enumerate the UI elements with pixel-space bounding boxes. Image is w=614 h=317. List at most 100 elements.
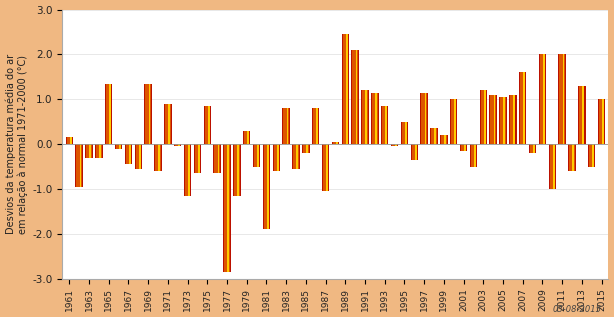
Bar (411, 144, 418, 160)
Bar (424, 93, 426, 144)
Bar (146, 84, 151, 144)
Bar (381, 106, 389, 144)
Bar (588, 144, 596, 166)
Bar (129, 144, 131, 164)
Bar (523, 72, 525, 144)
Bar (578, 86, 586, 144)
Bar (351, 50, 359, 144)
Bar (569, 144, 576, 171)
Bar (168, 104, 170, 144)
Bar (105, 84, 112, 144)
Bar (254, 144, 259, 166)
Bar (227, 144, 229, 272)
Bar (136, 144, 141, 169)
Bar (510, 95, 516, 144)
Bar (499, 97, 507, 144)
Bar (292, 144, 300, 169)
Bar (589, 144, 594, 166)
Bar (441, 135, 446, 144)
Bar (158, 144, 160, 171)
Bar (263, 144, 270, 230)
Bar (343, 34, 348, 144)
Bar (77, 144, 82, 187)
Bar (188, 144, 190, 196)
Bar (598, 99, 605, 144)
Bar (500, 97, 506, 144)
Bar (440, 135, 448, 144)
Bar (333, 142, 338, 144)
Bar (326, 144, 328, 191)
Bar (411, 144, 417, 160)
Bar (346, 34, 348, 144)
Bar (553, 144, 554, 189)
Bar (99, 144, 101, 158)
Bar (66, 137, 73, 144)
Bar (445, 135, 446, 144)
Bar (116, 144, 121, 149)
Bar (174, 144, 181, 146)
Bar (178, 144, 180, 146)
Bar (90, 144, 91, 158)
Bar (582, 86, 584, 144)
Bar (414, 144, 416, 160)
Bar (297, 144, 298, 169)
Bar (284, 108, 289, 144)
Bar (323, 144, 328, 191)
Bar (489, 95, 497, 144)
Bar (421, 93, 427, 144)
Bar (224, 144, 230, 272)
Bar (257, 144, 259, 166)
Bar (491, 95, 495, 144)
Bar (312, 108, 319, 144)
Bar (70, 137, 72, 144)
Bar (76, 144, 83, 187)
Bar (194, 144, 201, 173)
Bar (175, 144, 181, 146)
Bar (509, 95, 516, 144)
Bar (195, 144, 200, 173)
Bar (569, 144, 575, 171)
Bar (164, 104, 171, 144)
Bar (431, 128, 437, 144)
Bar (421, 93, 428, 144)
Bar (402, 122, 407, 144)
Bar (520, 72, 526, 144)
Bar (223, 144, 231, 272)
Bar (322, 144, 329, 191)
Bar (401, 122, 408, 144)
Bar (139, 144, 141, 169)
Bar (540, 55, 545, 144)
Bar (267, 144, 269, 230)
Bar (450, 99, 457, 144)
Bar (233, 144, 241, 196)
Bar (87, 144, 91, 158)
Bar (538, 55, 546, 144)
Bar (572, 144, 574, 171)
Bar (395, 144, 397, 146)
Bar (385, 106, 387, 144)
Bar (67, 137, 72, 144)
Bar (185, 144, 190, 196)
Bar (391, 144, 398, 146)
Bar (184, 144, 192, 196)
Y-axis label: Desvios da temperatura média do ar
em relação à normal 1971-2000 (°C): Desvios da temperatura média do ar em re… (6, 54, 28, 234)
Bar (454, 99, 456, 144)
Bar (332, 142, 339, 144)
Bar (154, 144, 161, 171)
Bar (274, 144, 279, 171)
Bar (562, 55, 564, 144)
Bar (533, 144, 535, 153)
Bar (336, 142, 338, 144)
Bar (302, 144, 309, 153)
Bar (109, 84, 111, 144)
Bar (361, 90, 368, 144)
Bar (365, 90, 367, 144)
Bar (405, 122, 406, 144)
Bar (244, 131, 249, 144)
Bar (470, 144, 477, 166)
Bar (559, 55, 565, 144)
Bar (204, 106, 211, 144)
Bar (543, 55, 545, 144)
Bar (558, 55, 566, 144)
Bar (144, 84, 152, 144)
